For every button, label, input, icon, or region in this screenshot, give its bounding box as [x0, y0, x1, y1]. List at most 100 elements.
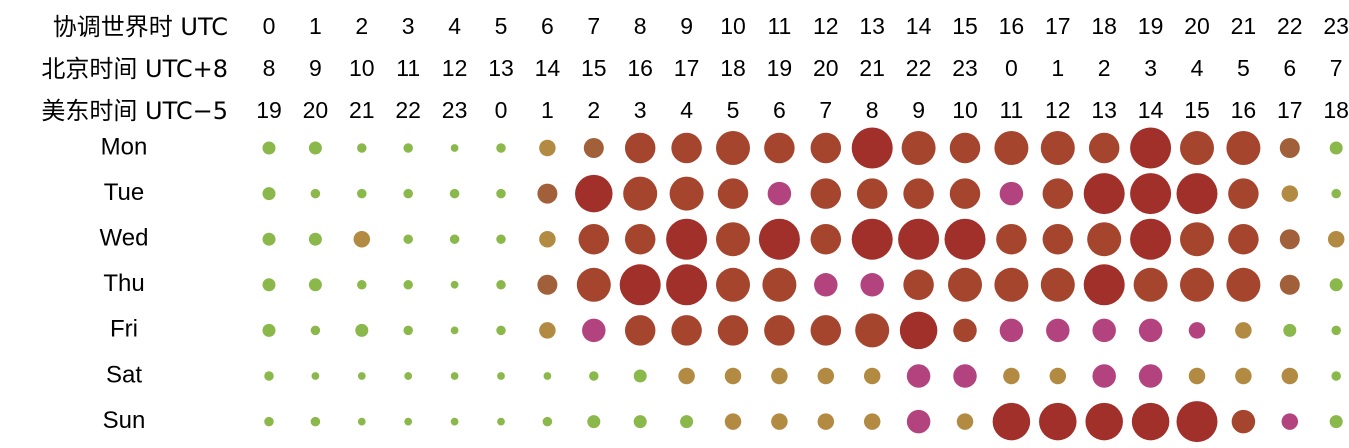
hour-tick-label: 11 — [396, 55, 420, 81]
hour-tick-label: 22 — [1277, 13, 1303, 39]
bubble-point — [1331, 325, 1341, 336]
bubble-point — [680, 415, 694, 429]
bubble-point — [308, 141, 322, 155]
bubble-point — [817, 367, 835, 385]
bubble-point — [633, 369, 647, 383]
hour-tick-label: 1 — [541, 97, 554, 123]
hour-tick-label: 13 — [859, 13, 885, 39]
bubble-point — [353, 230, 371, 248]
bubble-point — [310, 416, 321, 427]
bubble-point — [814, 273, 838, 297]
bubble-point — [587, 415, 601, 429]
bubble-point — [999, 318, 1024, 343]
hour-tick-label: 18 — [1323, 97, 1349, 123]
bubble-point — [1279, 229, 1300, 250]
bubble-point — [589, 371, 599, 381]
hour-tick-label: 0 — [495, 97, 508, 123]
bubble-point — [724, 367, 742, 385]
bubble-point — [666, 264, 708, 306]
bubble-point — [851, 127, 893, 169]
hour-tick-label: 3 — [1144, 55, 1157, 81]
day-label: Fri — [110, 316, 138, 343]
bubble-point — [624, 315, 656, 346]
hour-tick-label: 20 — [1184, 13, 1210, 39]
bubble-point — [810, 315, 842, 346]
bubble-point — [262, 323, 276, 337]
hour-tick-label: 11 — [767, 13, 791, 39]
bubble-point — [1231, 409, 1256, 434]
hour-tick-label: 4 — [1191, 55, 1204, 81]
hour-tick-label: 7 — [1330, 55, 1343, 81]
bubble-point — [671, 315, 702, 346]
bubble-point — [355, 323, 369, 337]
bubble-point — [449, 234, 460, 244]
bubble-point — [1180, 131, 1214, 165]
bubble-point — [1235, 367, 1252, 385]
bubble-point — [450, 144, 459, 152]
bubble-point — [860, 273, 884, 297]
hour-tick-label: 2 — [355, 13, 368, 39]
hour-tick-label: 22 — [906, 55, 932, 81]
bubble-point — [1329, 141, 1343, 155]
bubble-point — [898, 218, 940, 260]
bubble-point — [1180, 267, 1214, 302]
hour-tick-label: 8 — [263, 55, 276, 81]
bubble-point — [450, 372, 459, 380]
bubble-point — [863, 413, 881, 430]
bubble-point — [1228, 178, 1259, 209]
bubble-point — [537, 183, 558, 204]
hour-tick-label: 14 — [906, 13, 932, 39]
bubble-point — [953, 364, 977, 388]
bubble-point — [817, 413, 835, 430]
bubble-point — [357, 417, 366, 426]
bubble-point — [1083, 264, 1125, 306]
day-label: Tue — [104, 179, 144, 206]
bubble-point — [1228, 223, 1259, 255]
hour-tick-label: 19 — [1138, 13, 1164, 39]
bubble-point — [1049, 367, 1067, 385]
hour-tick-label: 2 — [1098, 55, 1111, 81]
bubble-point — [496, 143, 506, 153]
day-label: Mon — [101, 133, 148, 160]
bubble-point — [724, 413, 742, 430]
bubble-point — [948, 267, 982, 302]
bubble-point — [1042, 223, 1074, 255]
day-label: Thu — [103, 270, 144, 297]
bubble-point — [404, 372, 413, 380]
bubble-point — [624, 223, 656, 255]
bubble-point — [949, 132, 981, 164]
hour-tick-label: 9 — [680, 13, 693, 39]
bubble-point — [450, 326, 459, 335]
hour-tick-label: 12 — [813, 13, 839, 39]
bubble-point — [576, 267, 611, 302]
hour-tick-label: 3 — [634, 97, 647, 123]
hour-tick-label: 15 — [581, 55, 607, 81]
bubble-point — [497, 417, 505, 426]
bubble-point — [1138, 318, 1163, 343]
bubble-point — [810, 178, 842, 209]
bubble-point — [262, 187, 276, 201]
bubble-point — [262, 278, 276, 292]
bubble-point — [582, 318, 606, 343]
hour-tick-label: 12 — [442, 55, 468, 81]
bubble-point — [264, 371, 274, 381]
bubble-point — [717, 178, 749, 209]
bubble-point — [906, 409, 931, 434]
bubble-point — [308, 232, 322, 246]
hour-tick-label: 13 — [1091, 97, 1117, 123]
bubble-point — [1040, 131, 1075, 165]
bubble-point — [810, 132, 842, 164]
bubble-point — [403, 234, 413, 244]
bubble-point — [1226, 131, 1261, 165]
hour-tick-label: 10 — [349, 55, 375, 81]
bubble-point — [1281, 185, 1299, 202]
bubble-point — [543, 372, 552, 380]
bubble-point — [996, 223, 1027, 255]
hour-tick-label: 22 — [395, 97, 421, 123]
header-row-label: 美东时间 UTC−5 — [41, 97, 228, 125]
bubble-point — [1092, 318, 1116, 343]
bubble-point — [403, 325, 413, 336]
bubble-point — [771, 367, 788, 385]
bubble-point — [403, 143, 413, 153]
day-label: Wed — [100, 225, 149, 252]
